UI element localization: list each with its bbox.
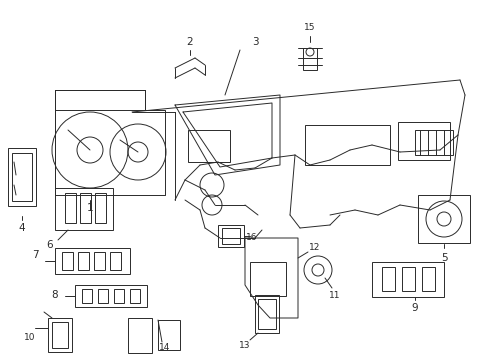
Text: 6: 6: [46, 240, 53, 250]
Bar: [98, 289, 108, 303]
Bar: [381, 267, 394, 291]
Bar: [65, 193, 76, 223]
Bar: [55, 188, 113, 230]
Text: 12: 12: [309, 243, 320, 252]
Bar: [401, 267, 414, 291]
Text: 1: 1: [86, 203, 93, 213]
Bar: [110, 252, 121, 270]
Text: 9: 9: [411, 303, 417, 313]
Bar: [94, 252, 105, 270]
Text: 13: 13: [239, 341, 250, 350]
Text: 7: 7: [32, 250, 38, 260]
Bar: [218, 225, 244, 247]
Text: 15: 15: [304, 23, 315, 32]
Bar: [62, 252, 73, 270]
Bar: [80, 193, 91, 223]
Bar: [130, 289, 140, 303]
Text: 8: 8: [52, 290, 58, 300]
Bar: [48, 318, 72, 352]
Bar: [254, 295, 279, 333]
Bar: [397, 122, 449, 160]
Bar: [421, 267, 434, 291]
Bar: [303, 48, 316, 70]
Bar: [222, 228, 240, 244]
Text: 2: 2: [186, 37, 193, 47]
Text: 5: 5: [440, 253, 447, 263]
Bar: [95, 193, 106, 223]
Bar: [249, 262, 285, 296]
Text: 11: 11: [328, 291, 340, 300]
Text: 16: 16: [246, 234, 257, 243]
Bar: [417, 195, 469, 243]
Bar: [82, 289, 92, 303]
Bar: [414, 130, 452, 155]
Bar: [187, 130, 229, 162]
Bar: [158, 320, 180, 350]
Bar: [305, 125, 389, 165]
Bar: [371, 262, 443, 297]
Bar: [12, 153, 32, 201]
Bar: [114, 289, 124, 303]
Bar: [52, 322, 68, 348]
Bar: [55, 248, 130, 274]
Bar: [258, 299, 275, 329]
Text: 10: 10: [24, 333, 36, 342]
Bar: [128, 318, 152, 353]
Bar: [78, 252, 89, 270]
Text: 14: 14: [159, 343, 170, 352]
Text: 4: 4: [19, 223, 25, 233]
Bar: [75, 285, 147, 307]
Bar: [8, 148, 36, 206]
Text: 3: 3: [251, 37, 258, 47]
